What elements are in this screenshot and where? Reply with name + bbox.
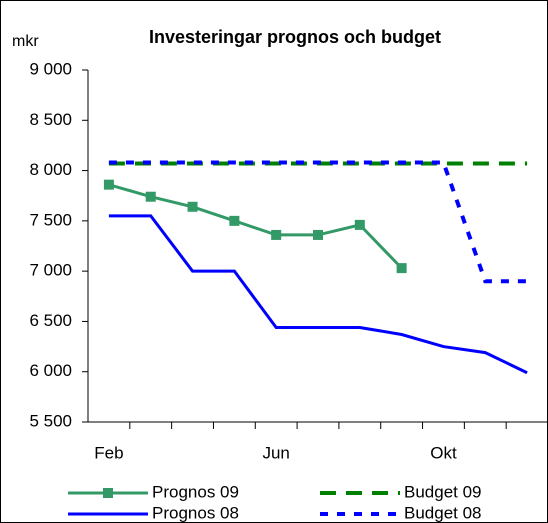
series-marker xyxy=(145,191,156,202)
y-tick-label: 6 500 xyxy=(29,311,72,330)
legend-label: Budget 08 xyxy=(404,503,482,522)
series-marker xyxy=(271,229,282,240)
x-tick-label: Okt xyxy=(430,443,457,462)
series-marker xyxy=(313,229,323,240)
chart-title: Investeringar prognos och budget xyxy=(149,27,441,47)
legend-marker xyxy=(103,488,113,498)
y-tick-label: 8 500 xyxy=(29,110,72,129)
legend-label: Prognos 08 xyxy=(152,503,239,522)
legend-label: Budget 09 xyxy=(404,482,482,501)
y-axis-label: mkr xyxy=(12,33,39,50)
series-marker xyxy=(354,219,365,230)
y-tick-label: 9 000 xyxy=(29,59,72,78)
series-line xyxy=(108,183,403,270)
y-tick-label: 6 000 xyxy=(29,361,72,380)
series-marker xyxy=(229,215,240,226)
series-marker xyxy=(187,201,198,212)
x-tick-label: Feb xyxy=(94,443,123,462)
y-tick-label: 7 500 xyxy=(29,210,72,229)
legend-label: Prognos 09 xyxy=(152,482,239,501)
series-line xyxy=(108,214,528,375)
y-tick-label: 8 000 xyxy=(29,160,72,179)
x-tick-label: Jun xyxy=(262,443,289,462)
series-line xyxy=(108,160,528,284)
y-tick-label: 7 000 xyxy=(29,261,72,280)
y-tick-label: 5 500 xyxy=(29,411,72,430)
series-marker xyxy=(396,263,407,274)
series-marker xyxy=(103,179,114,190)
